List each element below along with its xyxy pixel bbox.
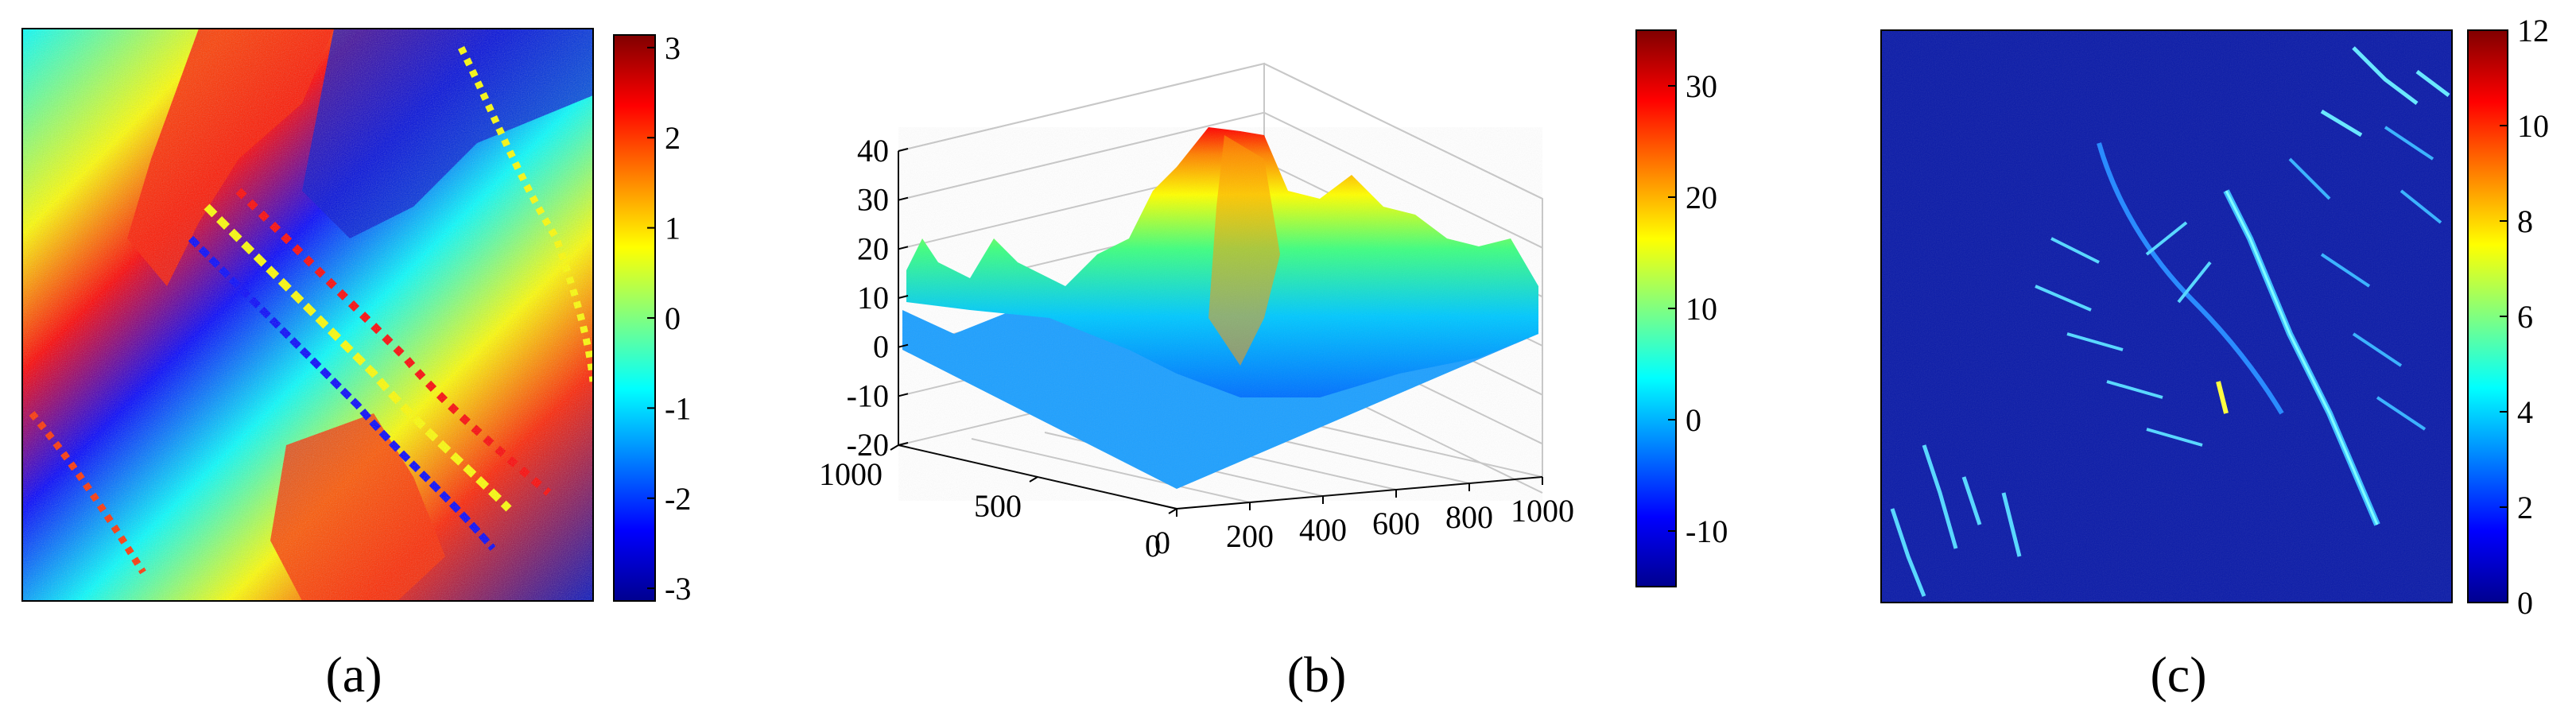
panel-c-colorbar-tick-label: 12	[2517, 13, 2549, 48]
panel-a-caption: (a)	[325, 646, 382, 703]
panel-c-bright-streak	[2216, 381, 2229, 414]
panel-c-colorbar-tick-label: 4	[2517, 394, 2533, 430]
panel-c-colorbar-tick-label: 8	[2517, 203, 2533, 239]
panel-b-z-tick-label: 40	[857, 133, 889, 169]
panel-b-z-tick-label: -10	[847, 378, 889, 413]
panel-a-colorbar-tick-label: 3	[665, 30, 681, 66]
panel-c-colorbar-tick-label: 2	[2517, 490, 2533, 525]
panel-a-colorbar-tick-label: 0	[665, 300, 681, 336]
panel-a-colorbar: 3 2 1 0 -1 -2 -3	[613, 30, 691, 607]
panel-b-x-tick-label: 0	[1154, 525, 1170, 560]
panel-b-z-tick	[898, 246, 909, 250]
panel-b-colorbar-tick-label: 20	[1686, 180, 1717, 215]
panel-b-x-axis: 0 200 400 600 800 1000	[1154, 477, 1574, 560]
panel-c: 12 10 8 6 4 2 0 (c)	[1880, 13, 2549, 703]
panel-a-frame	[21, 28, 594, 602]
panel-c-colorbar: 12 10 8 6 4 2 0	[2467, 13, 2549, 621]
panel-c-colorbar-tick-label: 6	[2517, 299, 2533, 335]
panel-a-colorbar-tick-label: -3	[665, 571, 691, 607]
panel-b-x-tick-label: 400	[1299, 512, 1347, 548]
panel-b-y-tick-label: 500	[974, 488, 1022, 524]
panel-c-colorbar-tick-label: 0	[2517, 585, 2533, 621]
panel-c-bottom-left-features	[1890, 444, 2022, 597]
panel-c-frame	[1880, 29, 2453, 603]
panel-b-y-tick	[890, 444, 899, 451]
panel-a-image	[22, 29, 593, 601]
panel-c-right-veins	[2288, 126, 2442, 431]
panel-b-z-tick-label: 20	[857, 231, 889, 266]
panel-c-left-veins	[2035, 221, 2212, 447]
panel-b-x-tick-label: 200	[1226, 518, 1274, 554]
panel-c-central-ridge-glow	[2225, 190, 2379, 525]
panel-b-x-tick-label: 600	[1372, 506, 1420, 541]
panel-a-colorbar-tick-label: 1	[665, 211, 681, 246]
panel-b-y-tick	[1029, 476, 1038, 483]
panel-c-image	[1881, 30, 2452, 603]
panel-a: 3 2 1 0 -1 -2 -3 (a)	[21, 28, 691, 703]
panel-b-colorbar-tick-label: -10	[1686, 514, 1728, 549]
panel-b-z-tick-label: 10	[857, 280, 889, 316]
panel-b-y-axis: 0 500 1000	[819, 444, 1177, 564]
panel-b-colorbar-tick-label: 30	[1686, 68, 1717, 104]
panel-b-caption: (b)	[1287, 646, 1347, 703]
panel-b-colorbar-tick-label: 10	[1686, 291, 1717, 327]
panel-a-colorbar-tick-label: -1	[665, 390, 691, 426]
panel-b-z-tick	[898, 343, 909, 348]
panel-b-z-tick	[898, 196, 909, 201]
panel-b-y-tick-label: 0	[1145, 528, 1161, 564]
panel-b-z-tick	[898, 148, 909, 152]
panel-a-colorbar-tick-label: -2	[665, 481, 691, 517]
panel-c-caption: (c)	[2150, 646, 2206, 703]
panel-b-z-axis: 40 30 20 10 0 -10 -20	[847, 133, 909, 463]
panel-c-top-right-feature	[2320, 46, 2450, 138]
panel-b-surface	[898, 127, 1542, 501]
panel-b-x-tick-label: 1000	[1511, 493, 1574, 529]
panel-c-colorbar-tick-label: 10	[2517, 108, 2549, 144]
panel-c-left-branch-system	[2097, 142, 2284, 415]
panel-b-z-tick	[898, 295, 909, 299]
panel-b-z-tick	[898, 393, 909, 397]
panel-b-y-tick-label: 1000	[819, 456, 883, 492]
panel-b-x-tick-label: 800	[1445, 499, 1493, 535]
panel-a-colorbar-tick-label: 2	[665, 120, 681, 156]
panel-b-z-tick-label: -20	[847, 427, 889, 463]
panel-b-colorbar-tick-label: 0	[1686, 402, 1701, 438]
panel-b-z-tick-label: 30	[857, 182, 889, 218]
panel-b-z-tick-label: 0	[873, 329, 889, 365]
panel-b-y-tick	[1168, 508, 1177, 514]
panel-b-z-tick	[898, 442, 909, 446]
panel-b-colorbar: 30 20 10 0 -10	[1635, 29, 1728, 587]
